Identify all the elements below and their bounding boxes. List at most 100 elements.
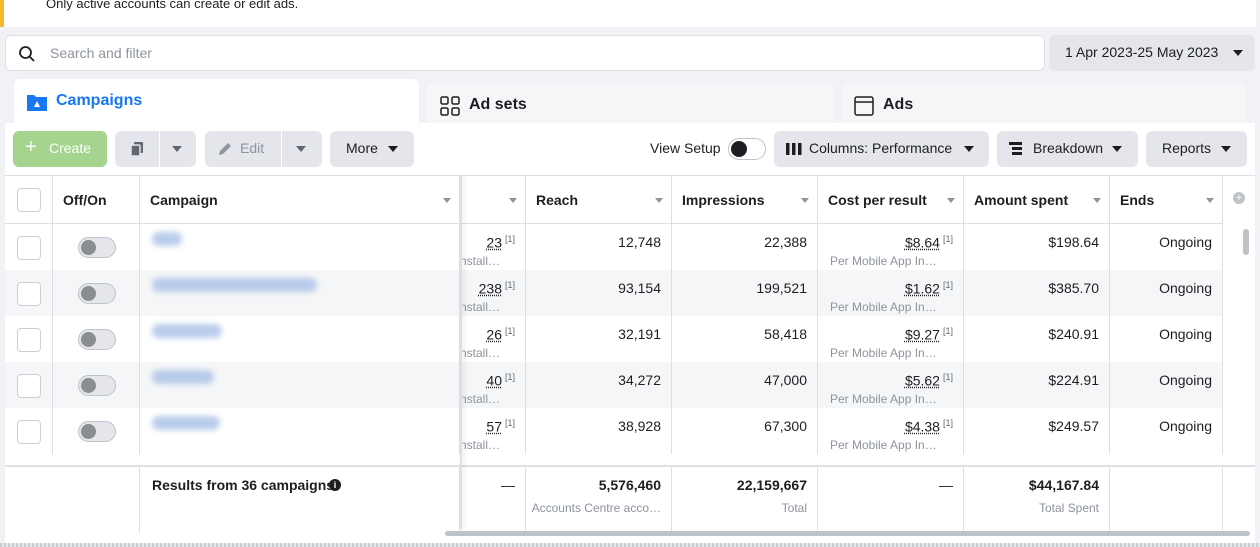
campaign-toggle[interactable] [78,237,116,258]
reach-cell: 32,191 [526,316,672,362]
impressions-cell: 47,000 [672,362,818,408]
tab-ads[interactable]: Ads [841,83,1247,129]
add-column-icon[interactable]: + [1233,192,1245,204]
table-row[interactable]: 23 [1] nstall… 12,748 22,388 $8.64 [1] Per… [5,224,1223,270]
amount-spent-header[interactable]: Amount spent [964,176,1110,224]
campaign-toggle[interactable] [78,421,116,442]
toggle-knob [81,424,96,439]
ends-value: Ongoing [1159,326,1212,342]
table-row[interactable]: 40 [1] nstall… 34,272 47,000 $5.62 [1] Per… [5,362,1223,408]
duplicate-icon [130,142,143,157]
campaigns-table: Off/On Campaign Reach Impressions Cost p… [5,175,1255,535]
reach-header[interactable]: Reach [526,176,672,224]
cost-per-result-cell: $1.62 [1] Per Mobile App In… [818,270,964,316]
campaign-name-cell[interactable] [140,224,460,270]
date-range-picker[interactable]: 1 Apr 2023-25 May 2023 [1049,35,1255,71]
tab-label: Ads [883,96,914,113]
footer-campaign-cell: Results from 36 campaigns i [140,467,460,533]
campaign-header[interactable]: Campaign [140,176,460,224]
search-icon [19,46,35,62]
column-title: Cost per result [828,192,927,208]
breakdown-button[interactable]: Breakdown [997,131,1138,167]
ends-cell: Ongoing [1110,270,1223,316]
column-title: Ends [1120,192,1155,208]
create-label: Create [49,140,92,156]
duplicate-dropdown-button[interactable] [160,131,196,167]
results-sub: nstall… [460,254,501,268]
column-title: Reach [536,192,579,208]
reach-value: 32,191 [618,326,661,342]
duplicate-button[interactable] [115,131,159,167]
cost-per-result-cell: $4.38 [1] Per Mobile App In… [818,408,964,454]
cpr-sub: Per Mobile App In… [830,254,937,268]
sort-icon [655,198,663,203]
more-button[interactable]: More [330,131,414,167]
row-checkbox[interactable] [17,420,41,444]
row-toggle-cell [53,270,140,316]
reports-button[interactable]: Reports [1146,131,1247,167]
footer-results-cell: — [460,467,526,533]
campaign-name-cell[interactable] [140,362,460,408]
cost-per-result-header[interactable]: Cost per result [818,176,964,224]
ends-header[interactable]: Ends [1110,176,1223,224]
view-setup-label: View Setup [650,140,721,156]
spent-value: $224.91 [1048,372,1099,388]
row-select-cell [5,224,53,270]
cost-per-result-cell: $8.64 [1] Per Mobile App In… [818,224,964,270]
results-value: 238 [1] [478,280,515,297]
columns-button[interactable]: Columns: Performance [774,131,989,167]
row-checkbox[interactable] [17,374,41,398]
vertical-scrollbar[interactable] [1243,229,1249,255]
horizontal-scrollbar[interactable] [445,531,1250,536]
footer-spent-cell: $44,167.84 Total Spent [964,467,1110,533]
tab-campaigns[interactable]: Campaigns [14,79,419,125]
table-footer: Results from 36 campaigns i — 5,576,460 … [5,465,1255,533]
chevron-down-icon [1221,146,1231,152]
impressions-value: 47,000 [764,372,807,388]
tab-label: Ad sets [469,96,527,113]
reach-total-sub: Accounts Centre acco… [531,501,661,515]
row-checkbox[interactable] [17,328,41,352]
campaign-toggle[interactable] [78,375,116,396]
sort-icon [1206,198,1214,203]
cpr-total: — [939,477,953,493]
spent-value: $249.57 [1048,418,1099,434]
impressions-total: 22,159,667 [736,477,807,493]
campaign-name-cell[interactable] [140,270,460,316]
results-total: — [501,477,515,493]
row-checkbox[interactable] [17,282,41,306]
reach-value: 38,928 [618,418,661,434]
footer-ends-cell [1110,467,1223,533]
table-row[interactable]: 238 [1] nstall… 93,154 199,521 $1.62 [1] P… [5,270,1223,316]
campaign-name-cell[interactable] [140,408,460,454]
breakdown-label: Breakdown [1033,140,1104,156]
reach-total: 5,576,460 [598,477,661,493]
create-button[interactable]: + Create [13,131,107,167]
table-row[interactable]: 26 [1] nstall… 32,191 58,418 $9.27 [1] Per… [5,316,1223,362]
amount-spent-cell: $249.57 [964,408,1110,454]
campaign-name-cell[interactable] [140,316,460,362]
campaign-toggle[interactable] [78,283,116,304]
cpr-value: $8.64 [1] [904,234,953,251]
edit-button[interactable]: Edit [205,131,281,167]
select-all-checkbox[interactable] [17,188,41,212]
edit-dropdown-button[interactable] [282,131,322,167]
chevron-down-icon [1112,146,1122,152]
reach-value: 93,154 [618,280,661,296]
view-setup-toggle[interactable] [728,138,766,160]
info-icon[interactable]: i [329,479,341,491]
table-row[interactable]: 57 [1] nstall… 38,928 67,300 $4.38 [1] Per… [5,408,1223,454]
row-checkbox[interactable] [17,236,41,260]
campaign-toggle[interactable] [78,329,116,350]
results-header[interactable] [460,176,526,224]
impressions-value: 58,418 [764,326,807,342]
impressions-header[interactable]: Impressions [672,176,818,224]
sort-icon [443,198,451,203]
footer-impressions-cell: 22,159,667 Total [672,467,818,533]
reach-cell: 38,928 [526,408,672,454]
tab-ad-sets[interactable]: Ad sets [427,83,833,129]
search-bar[interactable] [5,35,1045,71]
search-input[interactable] [50,42,950,64]
impressions-total-sub: Total [781,501,807,515]
